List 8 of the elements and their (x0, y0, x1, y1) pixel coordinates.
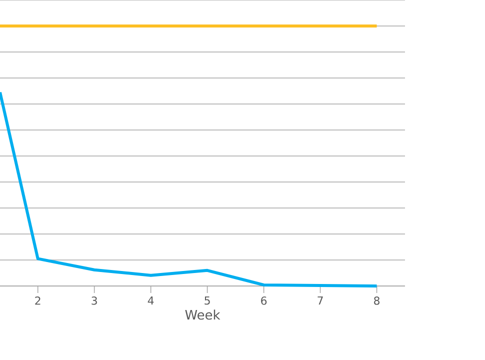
x-tick-label: 3 (92, 296, 97, 305)
x-tick-label: 4 (148, 296, 154, 305)
x-tick-label: 5 (204, 296, 210, 305)
x-axis-title: Week (185, 310, 220, 320)
x-tick-label: 7 (318, 296, 323, 305)
x-tick-label: 6 (261, 296, 267, 305)
x-tick-label: 2 (35, 296, 40, 305)
x-tick-label: 8 (374, 296, 380, 305)
